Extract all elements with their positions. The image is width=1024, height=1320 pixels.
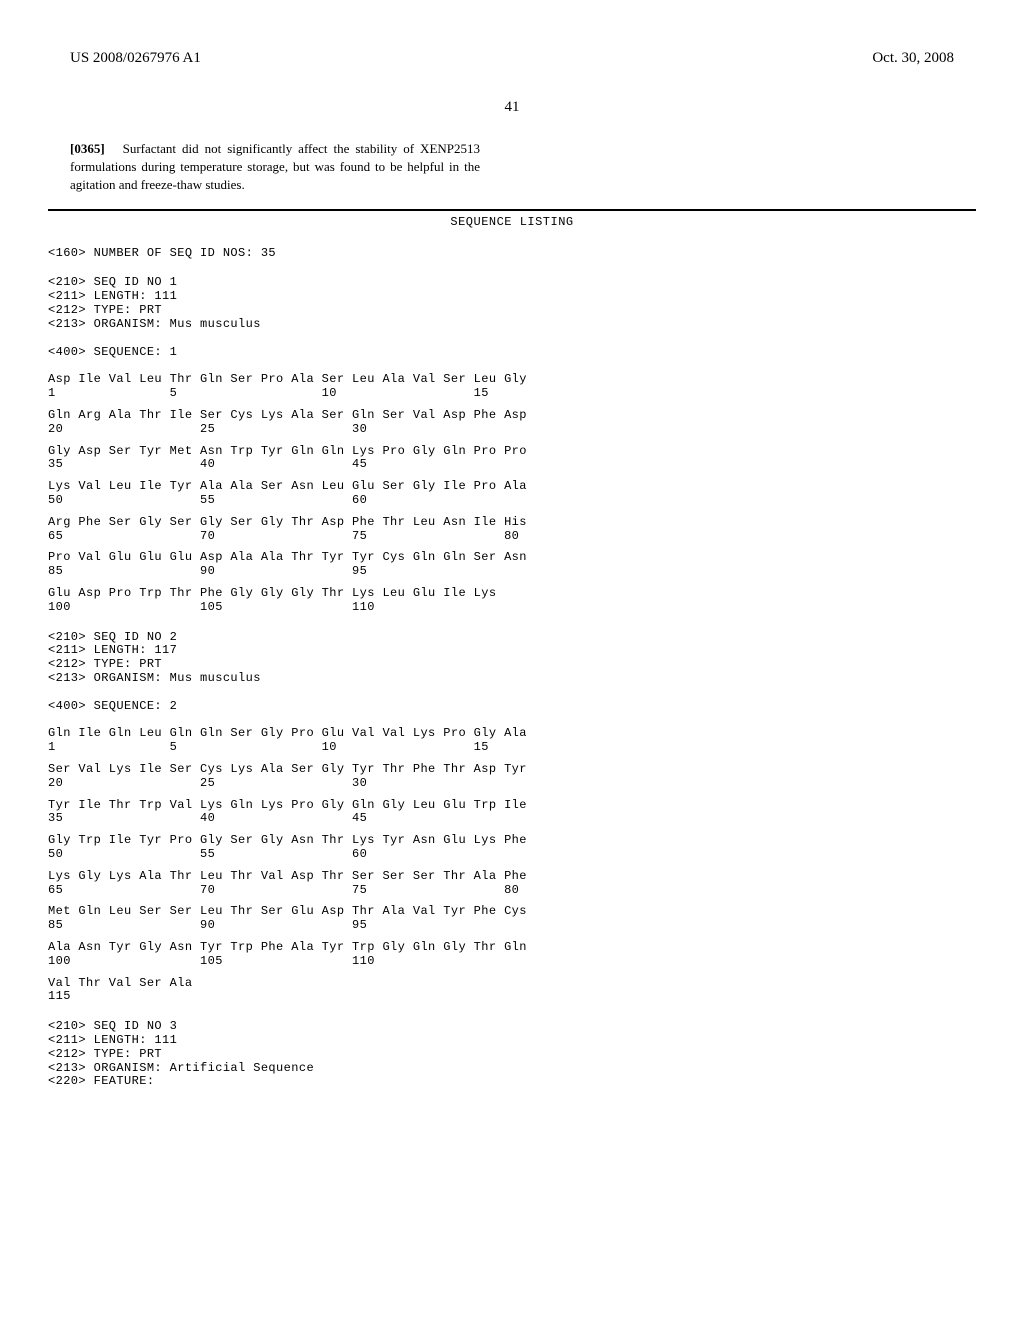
sequence-line: <400> SEQUENCE: 1 bbox=[48, 346, 976, 360]
aa-row: Arg Phe Ser Gly Ser Gly Ser Gly Thr Asp … bbox=[48, 516, 976, 530]
position-row: 115 bbox=[48, 990, 976, 1004]
content-area: [0365] Surfactant did not significantly … bbox=[0, 140, 1024, 195]
position-row: 20 25 30 bbox=[48, 423, 976, 437]
sequence-block: <210> SEQ ID NO 3 <211> LENGTH: 111 <212… bbox=[48, 1020, 976, 1089]
aa-row: Gln Arg Ala Thr Ile Ser Cys Lys Ala Ser … bbox=[48, 409, 976, 423]
aa-row: Pro Val Glu Glu Glu Asp Ala Ala Thr Tyr … bbox=[48, 551, 976, 565]
position-row: 65 70 75 80 bbox=[48, 884, 976, 898]
paragraph-number: [0365] bbox=[70, 141, 105, 156]
paragraph-text: Surfactant did not significantly affect … bbox=[70, 141, 480, 192]
aa-row: Val Thr Val Ser Ala bbox=[48, 977, 976, 991]
position-row: 100 105 110 bbox=[48, 601, 976, 615]
aa-row: Ser Val Lys Ile Ser Cys Lys Ala Ser Gly … bbox=[48, 763, 976, 777]
position-row: 85 90 95 bbox=[48, 919, 976, 933]
sequence-block: <210> SEQ ID NO 1 <211> LENGTH: 111 <212… bbox=[48, 276, 976, 614]
sequences-container: <210> SEQ ID NO 1 <211> LENGTH: 111 <212… bbox=[48, 276, 976, 1089]
sequence-meta: <210> SEQ ID NO 1 <211> LENGTH: 111 <212… bbox=[48, 276, 976, 331]
sequence-listing-title: SEQUENCE LISTING bbox=[48, 215, 976, 229]
seq-count: <160> NUMBER OF SEQ ID NOS: 35 bbox=[48, 247, 976, 261]
position-row: 50 55 60 bbox=[48, 494, 976, 508]
sequence-listing-section: SEQUENCE LISTING <160> NUMBER OF SEQ ID … bbox=[48, 209, 976, 1090]
aa-row: Glu Asp Pro Trp Thr Phe Gly Gly Gly Thr … bbox=[48, 587, 976, 601]
aa-row: Met Gln Leu Ser Ser Leu Thr Ser Glu Asp … bbox=[48, 905, 976, 919]
position-row: 35 40 45 bbox=[48, 812, 976, 826]
aa-row: Asp Ile Val Leu Thr Gln Ser Pro Ala Ser … bbox=[48, 373, 976, 387]
position-row: 35 40 45 bbox=[48, 458, 976, 472]
header: US 2008/0267976 A1 Oct. 30, 2008 bbox=[0, 0, 1024, 77]
position-row: 85 90 95 bbox=[48, 565, 976, 579]
aa-row: Lys Val Leu Ile Tyr Ala Ala Ser Asn Leu … bbox=[48, 480, 976, 494]
aa-row: Gly Asp Ser Tyr Met Asn Trp Tyr Gln Gln … bbox=[48, 445, 976, 459]
pub-date: Oct. 30, 2008 bbox=[872, 50, 954, 67]
position-row: 1 5 10 15 bbox=[48, 741, 976, 755]
sequence-line: <400> SEQUENCE: 2 bbox=[48, 700, 976, 714]
paragraph-0365: [0365] Surfactant did not significantly … bbox=[70, 140, 480, 195]
aa-row: Lys Gly Lys Ala Thr Leu Thr Val Asp Thr … bbox=[48, 870, 976, 884]
aa-row: Ala Asn Tyr Gly Asn Tyr Trp Phe Ala Tyr … bbox=[48, 941, 976, 955]
aa-row: Gln Ile Gln Leu Gln Gln Ser Gly Pro Glu … bbox=[48, 727, 976, 741]
position-row: 50 55 60 bbox=[48, 848, 976, 862]
position-row: 100 105 110 bbox=[48, 955, 976, 969]
divider-top bbox=[48, 209, 976, 211]
sequence-block: <210> SEQ ID NO 2 <211> LENGTH: 117 <212… bbox=[48, 631, 976, 1005]
sequence-meta: <210> SEQ ID NO 3 <211> LENGTH: 111 <212… bbox=[48, 1020, 976, 1089]
page-number: 41 bbox=[0, 99, 1024, 116]
position-row: 20 25 30 bbox=[48, 777, 976, 791]
aa-row: Gly Trp Ile Tyr Pro Gly Ser Gly Asn Thr … bbox=[48, 834, 976, 848]
pub-number: US 2008/0267976 A1 bbox=[70, 50, 201, 67]
aa-row: Tyr Ile Thr Trp Val Lys Gln Lys Pro Gly … bbox=[48, 799, 976, 813]
sequence-meta: <210> SEQ ID NO 2 <211> LENGTH: 117 <212… bbox=[48, 631, 976, 686]
position-row: 65 70 75 80 bbox=[48, 530, 976, 544]
position-row: 1 5 10 15 bbox=[48, 387, 976, 401]
